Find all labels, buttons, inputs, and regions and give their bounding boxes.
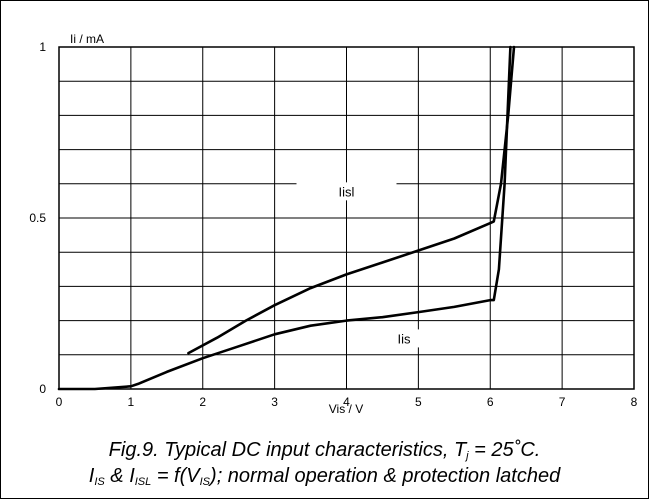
tick-labels: 0 1 2 3 4 5 6 7 8 0 0.5 1 bbox=[29, 40, 637, 409]
series-label-bg bbox=[354, 329, 454, 348]
x-tick-label: 3 bbox=[271, 395, 278, 409]
caption-line-1-sub: j bbox=[466, 450, 469, 462]
series-line-iisl bbox=[187, 45, 516, 355]
series-group bbox=[57, 45, 516, 391]
caption-line-1-text: Fig.9. Typical DC input characteristics,… bbox=[108, 439, 467, 461]
caption-subscript: IS bbox=[199, 476, 211, 488]
y-tick-label: 1 bbox=[39, 40, 46, 54]
x-tick-label: 4 bbox=[343, 395, 350, 409]
series-label-bg bbox=[296, 182, 397, 201]
caption-line-2: IIS & IISL = f(VIS); normal operation & … bbox=[0, 463, 649, 489]
caption-text: & I bbox=[104, 465, 135, 487]
x-tick-label: 7 bbox=[559, 395, 566, 409]
caption-text: ); normal operation & protection latched bbox=[210, 465, 561, 487]
series-label-iisl: Iisl bbox=[339, 184, 355, 199]
x-tick-label: 0 bbox=[56, 395, 63, 409]
grid bbox=[58, 46, 635, 390]
caption-subscript: ISL bbox=[134, 476, 152, 488]
series-label-iis: Iis bbox=[398, 331, 412, 346]
caption-line-1-end: = 25˚C. bbox=[468, 439, 541, 461]
y-axis-label: Ii / mA bbox=[70, 32, 104, 46]
x-tick-label: 5 bbox=[415, 395, 422, 409]
x-tick-label: 2 bbox=[199, 395, 206, 409]
x-axis-label: Vis / V bbox=[329, 402, 363, 416]
caption-subscript: IS bbox=[94, 476, 105, 488]
figure-caption: Fig.9. Typical DC input characteristics,… bbox=[0, 437, 649, 489]
caption-line-1: Fig.9. Typical DC input characteristics,… bbox=[0, 437, 649, 463]
series-labels: Iisl Iis bbox=[296, 182, 454, 348]
y-tick-label: 0.5 bbox=[29, 211, 46, 225]
x-tick-label: 8 bbox=[631, 395, 638, 409]
caption-text: = f(V bbox=[151, 465, 200, 487]
chart: 0 1 2 3 4 5 6 7 8 0 0.5 1 Iisl Iis Ii / mA Vis / V bbox=[29, 32, 637, 416]
x-tick-label: 6 bbox=[487, 395, 494, 409]
plot-border bbox=[58, 46, 635, 390]
y-tick-label: 0 bbox=[39, 382, 46, 396]
series-line-iis bbox=[57, 45, 512, 391]
x-tick-label: 1 bbox=[128, 395, 135, 409]
caption-text: I bbox=[88, 465, 95, 487]
